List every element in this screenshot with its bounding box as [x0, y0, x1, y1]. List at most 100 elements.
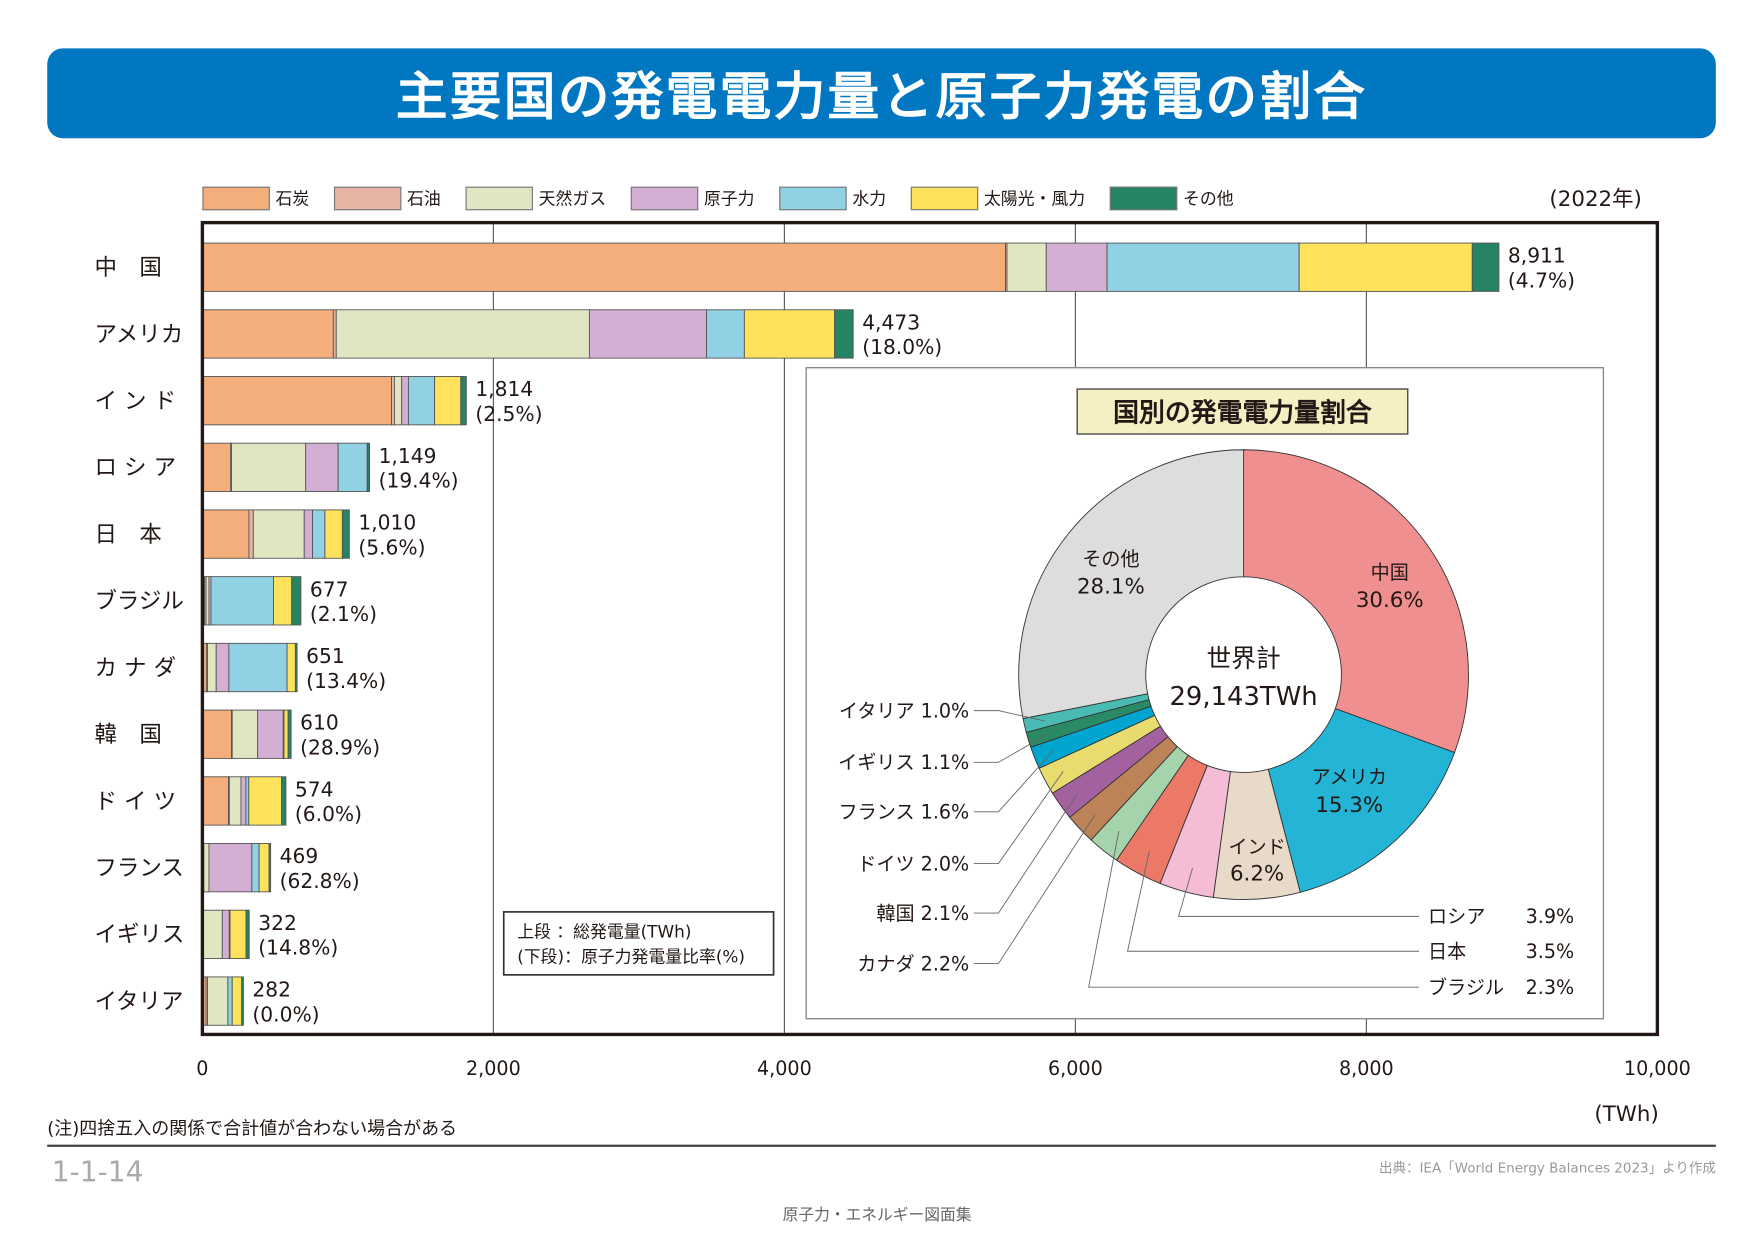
book-title: 原子力・エネルギー図面集 [782, 1206, 972, 1225]
page-title: 主要国の発電電力量と原子力発電の割合 [395, 66, 1368, 128]
pie-slice-value: 6.2% [1230, 861, 1284, 886]
legend-swatch [202, 186, 270, 211]
legend-swatch [910, 186, 979, 211]
bar-segment [202, 909, 223, 960]
leader-line [973, 814, 1096, 965]
bar-segment [273, 576, 293, 626]
category-label: ブラジル [94, 589, 183, 615]
bar-segment [215, 642, 230, 693]
bar-segment [337, 442, 368, 492]
bar-segment [248, 776, 282, 826]
pie-slice-label: 中国 [1371, 561, 1409, 584]
bar-segment [283, 709, 289, 759]
bar-segment [1045, 242, 1108, 292]
x-tick-label: 0 [196, 1057, 208, 1080]
title-banner: 主要国の発電電力量と原子力発電の割合 [47, 48, 1716, 139]
legend-item: 石炭 [202, 186, 310, 211]
pie-callout-label: 日本 [1428, 940, 1466, 963]
nuclear-share-label: (62.8%) [280, 869, 360, 893]
nuclear-share-label: (2.5%) [475, 402, 542, 426]
bar-segment [221, 909, 230, 960]
category-label: 韓 国 [94, 722, 161, 748]
total-label: 1,814 [475, 377, 533, 401]
bar-segment [201, 776, 230, 826]
category-label: ロ シ ア [94, 455, 176, 481]
category-label: 日 本 [94, 522, 161, 548]
leader-line [1126, 851, 1419, 952]
leader-line [1088, 831, 1419, 988]
category-label: カ ナ ダ [94, 655, 176, 681]
pie-callout-label: イタリア 1.0% [839, 699, 969, 722]
bar-segment [201, 242, 1006, 292]
bar-segment [834, 309, 854, 359]
legend-note-box [502, 911, 775, 976]
bar-segment [335, 309, 590, 359]
leader-line [973, 771, 1064, 864]
total-label: 4,473 [862, 310, 920, 334]
leader-line [973, 750, 1054, 813]
legend-item: 水力 [779, 186, 887, 211]
plot-frame [200, 220, 1660, 1037]
x-tick-label: 8,000 [1339, 1057, 1394, 1080]
bar-segment [341, 509, 350, 559]
pie-callout-label: カナダ 2.2% [857, 952, 969, 975]
rounding-note: (注)四捨五入の関係で合計値が合わない場合がある [47, 1117, 458, 1140]
pie-center-title: 世界計 [1207, 644, 1281, 673]
year-label: (2022年) [1549, 186, 1642, 212]
bar-segment [305, 442, 339, 492]
bar-segment [268, 843, 272, 893]
pie-callout-label: フランス 1.6% [839, 801, 970, 824]
pie-slice-value: 30.6% [1356, 588, 1424, 613]
bar-segment [248, 509, 254, 559]
leader-line [973, 710, 1045, 722]
legend-swatch [779, 186, 847, 211]
bar-segment [208, 843, 253, 893]
legend-label: 太陽光・風力 [983, 188, 1086, 210]
category-label: イタリア [94, 989, 183, 1015]
source-credit: 出典：IEA「World Energy Balances 2023」より作成 [1378, 1160, 1716, 1177]
bar-segment [743, 309, 836, 359]
legend-item: 太陽光・風力 [910, 186, 1086, 211]
bar-segment [201, 309, 334, 359]
bar-segment [706, 309, 745, 359]
category-label: ド イ ツ [94, 789, 176, 815]
pie-slice-value: 15.3% [1315, 793, 1383, 818]
chart-legend: 石炭 石油 天然ガス 原子力 水力 太陽光・風力 その他 [202, 186, 1258, 211]
bar-segment [393, 376, 403, 426]
pie-callout-label: イギリス 1.1% [838, 751, 969, 774]
bar-segment [207, 642, 217, 693]
bar-segment [201, 376, 392, 426]
pie-title-box [1076, 388, 1409, 435]
bar-segment [231, 442, 307, 492]
bar-segment [312, 509, 326, 559]
total-label: 1,010 [358, 511, 416, 535]
pie-callout-label: ロシア [1428, 905, 1485, 928]
bar-segment [258, 843, 270, 893]
legend-label: 石炭 [275, 188, 310, 210]
legend-label: 水力 [852, 188, 887, 210]
total-label: 677 [310, 577, 349, 601]
legend-item: 石油 [333, 186, 441, 211]
pie-callout-label: ブラジル [1428, 976, 1504, 999]
x-tick-label: 2,000 [466, 1057, 521, 1080]
legend-label: 石油 [407, 188, 441, 210]
legend-swatch [465, 186, 534, 211]
bar-segment [1471, 242, 1500, 292]
bar-segment [201, 509, 250, 559]
bar-segment [588, 309, 707, 359]
footer-divider [47, 1144, 1716, 1147]
bar-segment [303, 509, 313, 559]
total-label: 610 [300, 711, 339, 735]
category-label: アメリカ [94, 322, 183, 348]
bar-segment [287, 709, 292, 759]
bar-segment [241, 976, 244, 1026]
pie-slice-value: 28.1% [1077, 575, 1145, 600]
pie-slice [1267, 707, 1456, 893]
bar-segment [1006, 242, 1047, 292]
bar-segment [210, 576, 274, 626]
bar-segment [207, 976, 229, 1026]
bar-segment [294, 642, 298, 693]
total-label: 322 [258, 911, 297, 935]
bar-segment [286, 642, 296, 693]
